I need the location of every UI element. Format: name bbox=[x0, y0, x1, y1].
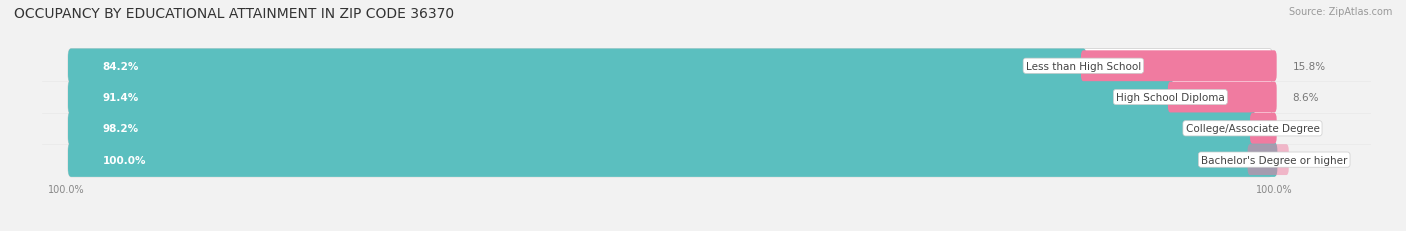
Text: 98.2%: 98.2% bbox=[103, 124, 139, 134]
FancyBboxPatch shape bbox=[67, 143, 1272, 177]
Text: OCCUPANCY BY EDUCATIONAL ATTAINMENT IN ZIP CODE 36370: OCCUPANCY BY EDUCATIONAL ATTAINMENT IN Z… bbox=[14, 7, 454, 21]
FancyBboxPatch shape bbox=[67, 80, 1272, 115]
Text: Bachelor's Degree or higher: Bachelor's Degree or higher bbox=[1201, 155, 1347, 165]
Text: High School Diploma: High School Diploma bbox=[1116, 93, 1225, 103]
Text: 8.6%: 8.6% bbox=[1292, 93, 1319, 103]
FancyBboxPatch shape bbox=[1247, 145, 1289, 175]
FancyBboxPatch shape bbox=[67, 112, 1256, 146]
Text: Less than High School: Less than High School bbox=[1026, 61, 1142, 71]
Text: College/Associate Degree: College/Associate Degree bbox=[1185, 124, 1319, 134]
FancyBboxPatch shape bbox=[67, 49, 1087, 84]
Text: 91.4%: 91.4% bbox=[103, 93, 139, 103]
FancyBboxPatch shape bbox=[1250, 113, 1277, 144]
Text: 0.0%: 0.0% bbox=[1298, 155, 1324, 165]
Text: 15.8%: 15.8% bbox=[1292, 61, 1326, 71]
Text: 100.0%: 100.0% bbox=[103, 155, 146, 165]
FancyBboxPatch shape bbox=[67, 143, 1278, 177]
Text: 84.2%: 84.2% bbox=[103, 61, 139, 71]
FancyBboxPatch shape bbox=[1081, 51, 1277, 82]
FancyBboxPatch shape bbox=[67, 49, 1272, 84]
FancyBboxPatch shape bbox=[67, 80, 1174, 115]
FancyBboxPatch shape bbox=[1168, 82, 1277, 113]
Text: 1.8%: 1.8% bbox=[1292, 124, 1319, 134]
FancyBboxPatch shape bbox=[67, 112, 1272, 146]
Text: Source: ZipAtlas.com: Source: ZipAtlas.com bbox=[1288, 7, 1392, 17]
